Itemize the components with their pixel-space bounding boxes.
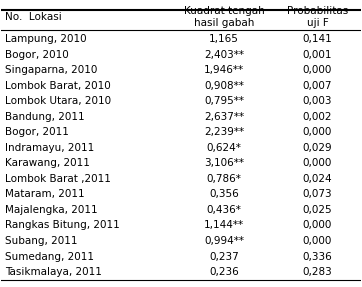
Text: Sumedang, 2011: Sumedang, 2011 <box>5 251 94 261</box>
Text: No.  Lokasi: No. Lokasi <box>5 12 62 22</box>
Text: 0,025: 0,025 <box>303 205 332 215</box>
Text: 0,336: 0,336 <box>303 251 332 261</box>
Text: Singaparna, 2010: Singaparna, 2010 <box>5 65 97 75</box>
Text: 0,786*: 0,786* <box>207 174 241 184</box>
Text: 0,073: 0,073 <box>303 189 332 199</box>
Text: 0,000: 0,000 <box>303 158 332 168</box>
Text: Bandung, 2011: Bandung, 2011 <box>5 112 85 122</box>
Text: Tasikmalaya, 2011: Tasikmalaya, 2011 <box>5 267 102 277</box>
Text: Kuadrat tengah
hasil gabah: Kuadrat tengah hasil gabah <box>184 6 265 28</box>
Text: 0,001: 0,001 <box>303 50 332 60</box>
Text: 0,000: 0,000 <box>303 127 332 137</box>
Text: 1,144**: 1,144** <box>204 220 244 230</box>
Text: 0,141: 0,141 <box>303 34 332 44</box>
Text: 0,795**: 0,795** <box>204 96 244 106</box>
Text: 0,436*: 0,436* <box>207 205 241 215</box>
Text: Lampung, 2010: Lampung, 2010 <box>5 34 87 44</box>
Text: 1,946**: 1,946** <box>204 65 244 75</box>
Text: Lombok Barat, 2010: Lombok Barat, 2010 <box>5 81 111 91</box>
Text: 0,000: 0,000 <box>303 236 332 246</box>
Text: 0,994**: 0,994** <box>204 236 244 246</box>
Text: Bogor, 2011: Bogor, 2011 <box>5 127 69 137</box>
Text: Bogor, 2010: Bogor, 2010 <box>5 50 69 60</box>
Text: 0,029: 0,029 <box>303 143 332 153</box>
Text: Majalengka, 2011: Majalengka, 2011 <box>5 205 98 215</box>
Text: 0,908**: 0,908** <box>204 81 244 91</box>
Text: Karawang, 2011: Karawang, 2011 <box>5 158 90 168</box>
Text: 0,000: 0,000 <box>303 220 332 230</box>
Text: 0,000: 0,000 <box>303 65 332 75</box>
Text: Rangkas Bitung, 2011: Rangkas Bitung, 2011 <box>5 220 120 230</box>
Text: 0,356: 0,356 <box>209 189 239 199</box>
Text: Subang, 2011: Subang, 2011 <box>5 236 77 246</box>
Text: 0,236: 0,236 <box>209 267 239 277</box>
Text: 0,237: 0,237 <box>209 251 239 261</box>
Text: 0,024: 0,024 <box>303 174 332 184</box>
Text: Lombok Barat ,2011: Lombok Barat ,2011 <box>5 174 111 184</box>
Text: Mataram, 2011: Mataram, 2011 <box>5 189 85 199</box>
Text: 0,007: 0,007 <box>303 81 332 91</box>
Text: Lombok Utara, 2010: Lombok Utara, 2010 <box>5 96 111 106</box>
Text: 3,106**: 3,106** <box>204 158 244 168</box>
Text: Probabilitas
uji F: Probabilitas uji F <box>287 6 348 28</box>
Text: 2,403**: 2,403** <box>204 50 244 60</box>
Text: 2,239**: 2,239** <box>204 127 244 137</box>
Text: 0,003: 0,003 <box>303 96 332 106</box>
Text: 0,283: 0,283 <box>303 267 332 277</box>
Text: 0,002: 0,002 <box>303 112 332 122</box>
Text: 1,165: 1,165 <box>209 34 239 44</box>
Text: 0,624*: 0,624* <box>207 143 241 153</box>
Text: Indramayu, 2011: Indramayu, 2011 <box>5 143 94 153</box>
Text: 2,637**: 2,637** <box>204 112 244 122</box>
